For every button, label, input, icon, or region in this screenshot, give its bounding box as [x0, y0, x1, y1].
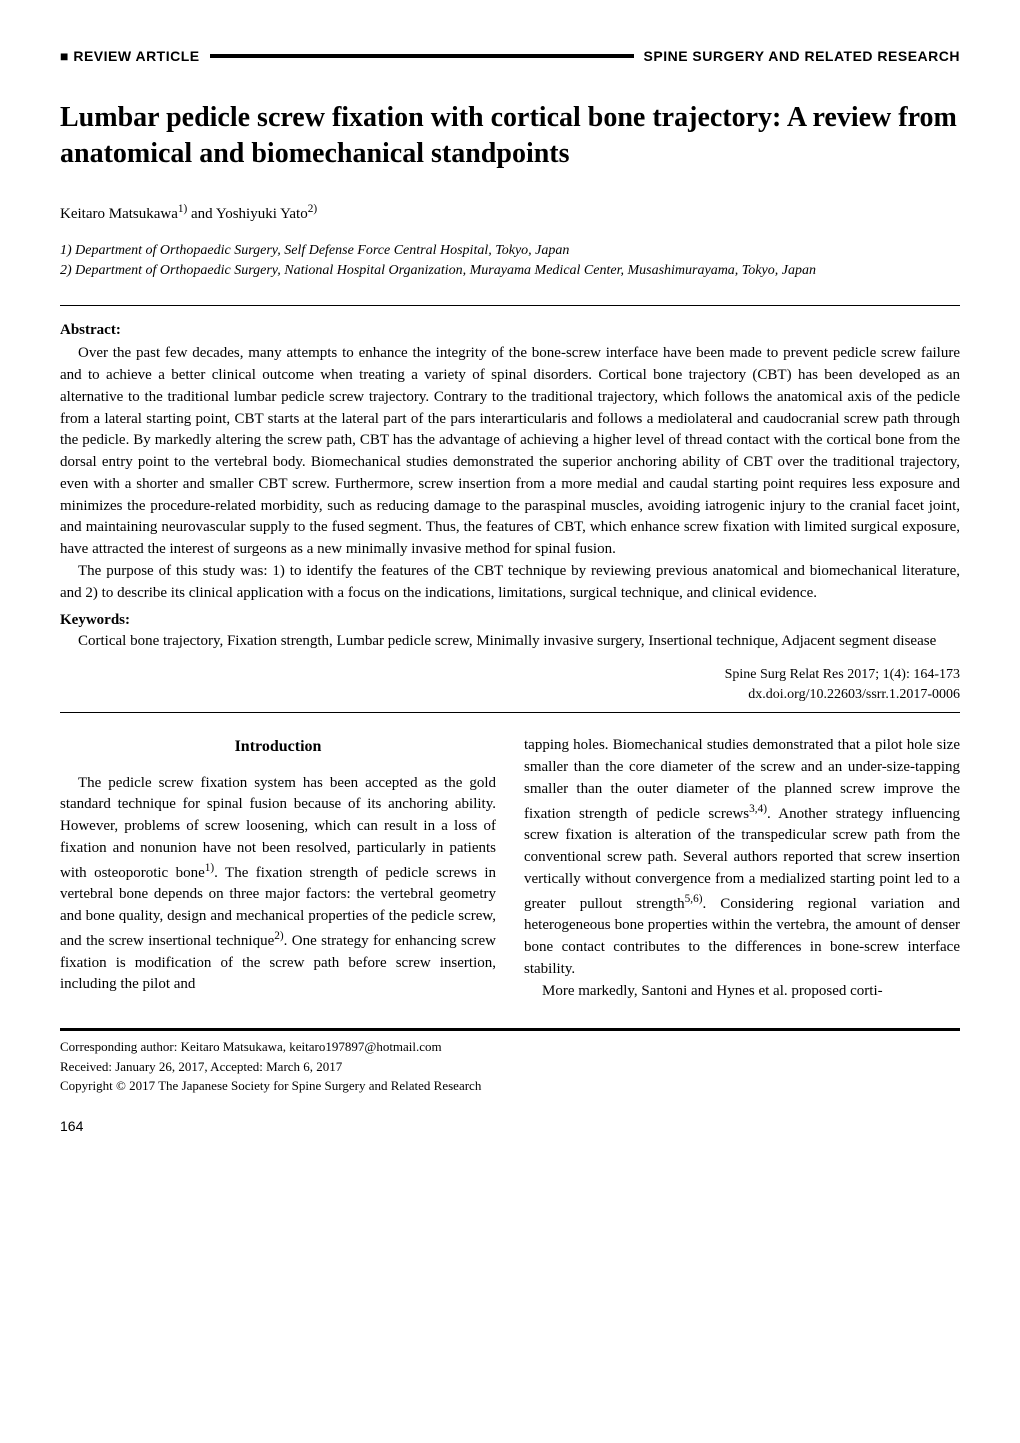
- section-label: REVIEW ARTICLE: [73, 48, 199, 64]
- corresponding-author: Corresponding author: Keitaro Matsukawa,…: [60, 1037, 960, 1057]
- abstract-block: Abstract: Over the past few decades, man…: [60, 322, 960, 704]
- authors-line: Keitaro Matsukawa1) and Yoshiyuki Yato2): [60, 203, 960, 223]
- abstract-p2: The purpose of this study was: 1) to ide…: [60, 561, 960, 605]
- keywords-heading: Keywords:: [60, 612, 960, 629]
- black-square-icon: ■: [60, 48, 73, 64]
- footer-block: Corresponding author: Keitaro Matsukawa,…: [60, 1037, 960, 1096]
- column-left: Introduction The pedicle screw fixation …: [60, 735, 496, 1002]
- abstract-heading: Abstract:: [60, 322, 960, 339]
- footer-rule: [60, 1028, 960, 1031]
- introduction-heading: Introduction: [60, 735, 496, 758]
- received-accepted: Received: January 26, 2017, Accepted: Ma…: [60, 1057, 960, 1077]
- affiliation-1: 1) Department of Orthopaedic Surgery, Se…: [60, 241, 960, 261]
- article-title: Lumbar pedicle screw fixation with corti…: [60, 100, 960, 173]
- keywords-text: Cortical bone trajectory, Fixation stren…: [60, 631, 960, 653]
- divider-bottom: [60, 712, 960, 713]
- affiliations: 1) Department of Orthopaedic Surgery, Se…: [60, 241, 960, 282]
- citation-doi: dx.doi.org/10.22603/ssrr.1.2017-0006: [60, 685, 960, 705]
- journal-name: SPINE SURGERY AND RELATED RESEARCH: [644, 48, 960, 64]
- header-rule: [210, 54, 634, 58]
- affiliation-2: 2) Department of Orthopaedic Surgery, Na…: [60, 261, 960, 281]
- divider-top: [60, 305, 960, 306]
- body-columns: Introduction The pedicle screw fixation …: [60, 735, 960, 1002]
- column-right: tapping holes. Biomechanical studies dem…: [524, 735, 960, 1002]
- intro-col1-p1: The pedicle screw fixation system has be…: [60, 773, 496, 997]
- copyright-line: Copyright © 2017 The Japanese Society fo…: [60, 1076, 960, 1096]
- article-header-bar: ■ REVIEW ARTICLE SPINE SURGERY AND RELAT…: [60, 48, 960, 64]
- intro-col2-p2: More markedly, Santoni and Hynes et al. …: [524, 981, 960, 1003]
- authors-text: Keitaro Matsukawa1) and Yoshiyuki Yato2): [60, 206, 317, 222]
- abstract-p1: Over the past few decades, many attempts…: [60, 343, 960, 561]
- citation-line-1: Spine Surg Relat Res 2017; 1(4): 164-173: [60, 665, 960, 685]
- page-number: 164: [60, 1118, 960, 1134]
- intro-col2-p1: tapping holes. Biomechanical studies dem…: [524, 735, 960, 980]
- citation-block: Spine Surg Relat Res 2017; 1(4): 164-173…: [60, 665, 960, 704]
